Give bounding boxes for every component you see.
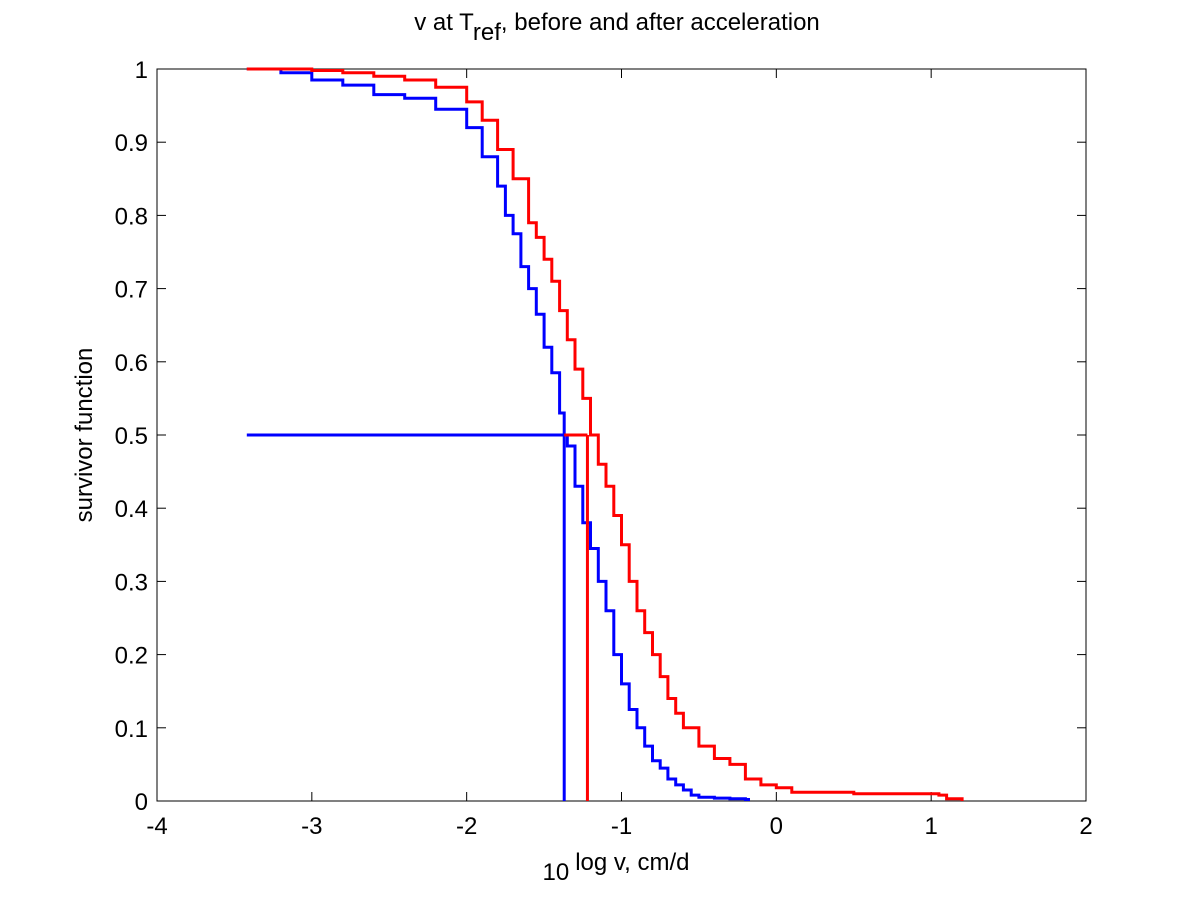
y-tick-labels: 0 0.1 0.2 0.3 0.4 0.5 0.6 0.7 0.8 0.9 1	[115, 57, 148, 816]
series-lines	[246, 67, 964, 801]
y-axis-label: survivor function	[71, 348, 98, 523]
x-axis-label: 10 log v, cm/d	[543, 849, 690, 886]
y-tick-label: 0.5	[115, 423, 148, 450]
y-tick-label: 0.2	[115, 643, 148, 670]
y-tick-label: 0.8	[115, 203, 148, 230]
x-tick-label: 2	[1079, 813, 1092, 840]
x-tick-label: -1	[611, 813, 632, 840]
y-tick-label: 0.6	[115, 350, 148, 377]
series-line-1	[246, 67, 750, 801]
y-tick-label: 0.9	[115, 130, 148, 157]
y-tick-label: 0.4	[115, 496, 148, 523]
x-tick-label: -2	[456, 813, 477, 840]
y-tick-label: 0.7	[115, 277, 148, 304]
x-tick-label: 0	[770, 813, 783, 840]
y-tick-label: 0.3	[115, 569, 148, 596]
plot-area: -4 -3 -2 -1 0 1 2 0 0.1 0.2 0.3 0.4 0.5 0.6 0.7 0.8 0.9…	[115, 57, 1093, 840]
y-tick-label: 0	[135, 789, 148, 816]
chart-title: v at Tref, before and after acceleration	[414, 9, 820, 46]
y-tick-label: 0.1	[115, 716, 148, 743]
y-tick-label: 1	[135, 57, 148, 84]
x-tick-label: -4	[146, 813, 167, 840]
x-tick-label: 1	[924, 813, 937, 840]
x-tick-labels: -4 -3 -2 -1 0 1 2	[146, 813, 1092, 840]
series-line-2	[246, 67, 964, 801]
median-lines	[246, 433, 589, 801]
x-tick-label: -3	[301, 813, 322, 840]
